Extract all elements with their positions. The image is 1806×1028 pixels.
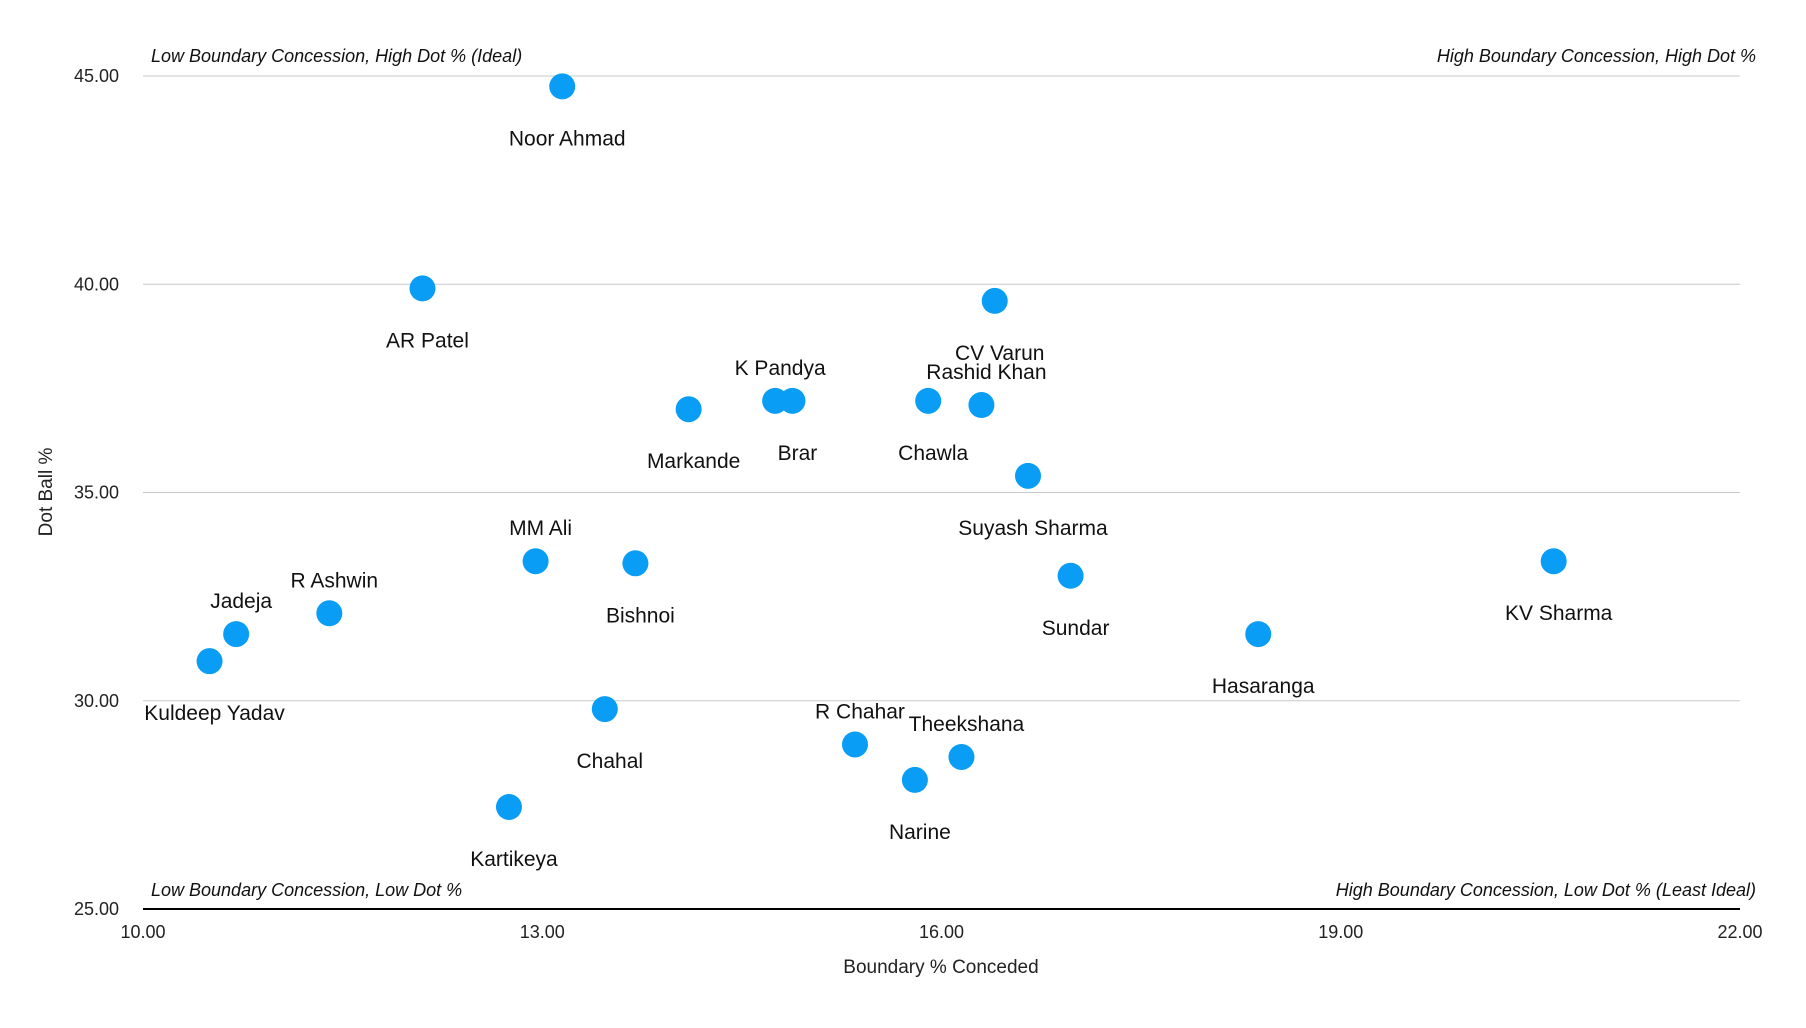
data-point bbox=[915, 387, 942, 414]
point-label: KV Sharma bbox=[1505, 602, 1613, 625]
x-tick-label: 22.00 bbox=[1717, 922, 1762, 942]
data-point bbox=[316, 600, 343, 627]
x-tick-labels: 10.00 13.00 16.00 19.00 22.00 bbox=[120, 922, 1762, 942]
point-label: R Chahar bbox=[815, 700, 905, 723]
data-point bbox=[948, 743, 975, 770]
data-point bbox=[1540, 548, 1567, 575]
point-label: Theekshana bbox=[909, 713, 1025, 736]
y-tick-labels: 25.00 30.00 35.00 40.00 45.00 bbox=[74, 66, 119, 919]
point-label: Markande bbox=[647, 450, 740, 473]
data-point bbox=[495, 793, 522, 820]
y-tick-label: 25.00 bbox=[74, 899, 119, 919]
point-label: R Ashwin bbox=[291, 569, 379, 592]
point-label: Suyash Sharma bbox=[958, 517, 1108, 540]
data-point bbox=[223, 621, 250, 648]
point-label: Noor Ahmad bbox=[509, 127, 626, 150]
x-tick-label: 10.00 bbox=[120, 922, 165, 942]
quadrant-label-top-right: High Boundary Concession, High Dot % bbox=[1437, 46, 1756, 66]
quadrant-labels: Low Boundary Concession, High Dot % (Ide… bbox=[151, 46, 1756, 900]
point-label: MM Ali bbox=[509, 517, 572, 540]
data-point bbox=[1245, 621, 1272, 648]
point-label: Brar bbox=[778, 442, 818, 465]
point-label: Bishnoi bbox=[606, 604, 675, 627]
data-point bbox=[1015, 462, 1042, 489]
data-point bbox=[522, 548, 549, 575]
gridlines bbox=[143, 75, 1740, 910]
point-label: AR Patel bbox=[386, 329, 469, 352]
point-label: Sundar bbox=[1042, 617, 1110, 640]
y-tick-label: 35.00 bbox=[74, 483, 119, 503]
data-point bbox=[968, 392, 995, 419]
data-point bbox=[901, 766, 928, 793]
data-point bbox=[409, 275, 436, 302]
data-point bbox=[622, 550, 649, 577]
point-label: Jadeja bbox=[210, 590, 272, 613]
point-label: K Pandya bbox=[735, 357, 826, 380]
x-axis-title: Boundary % Conceded bbox=[843, 957, 1038, 978]
data-point bbox=[549, 73, 576, 100]
point-labels: Noor Ahmad AR Patel CV Varun K Pandya Brar Ma… bbox=[144, 127, 1612, 871]
point-label: Narine bbox=[889, 821, 951, 844]
y-tick-label: 30.00 bbox=[74, 691, 119, 711]
y-tick-label: 45.00 bbox=[74, 66, 119, 86]
data-points bbox=[196, 73, 1567, 820]
quadrant-label-bottom-right: High Boundary Concession, Low Dot % (Lea… bbox=[1336, 880, 1756, 900]
x-tick-label: 13.00 bbox=[520, 922, 565, 942]
data-point bbox=[779, 387, 806, 414]
data-point bbox=[981, 287, 1008, 314]
point-label: Kartikeya bbox=[470, 848, 558, 871]
y-axis-title: Dot Ball % bbox=[36, 448, 57, 537]
data-point bbox=[841, 731, 868, 758]
quadrant-label-top-left: Low Boundary Concession, High Dot % (Ide… bbox=[151, 46, 522, 66]
data-point bbox=[1057, 562, 1084, 589]
y-tick-label: 40.00 bbox=[74, 274, 119, 294]
x-tick-label: 19.00 bbox=[1318, 922, 1363, 942]
point-label: Hasaranga bbox=[1212, 675, 1315, 698]
point-label: Kuldeep Yadav bbox=[144, 702, 285, 725]
point-label: Chawla bbox=[898, 442, 968, 465]
quadrant-label-bottom-left: Low Boundary Concession, Low Dot % bbox=[151, 880, 462, 900]
data-point bbox=[591, 696, 618, 723]
point-label: CV Varun bbox=[955, 342, 1045, 365]
x-tick-label: 16.00 bbox=[919, 922, 964, 942]
point-label: Chahal bbox=[577, 750, 644, 773]
data-point bbox=[196, 648, 223, 675]
point-label: Rashid Khan bbox=[926, 361, 1046, 384]
data-point bbox=[675, 396, 702, 423]
